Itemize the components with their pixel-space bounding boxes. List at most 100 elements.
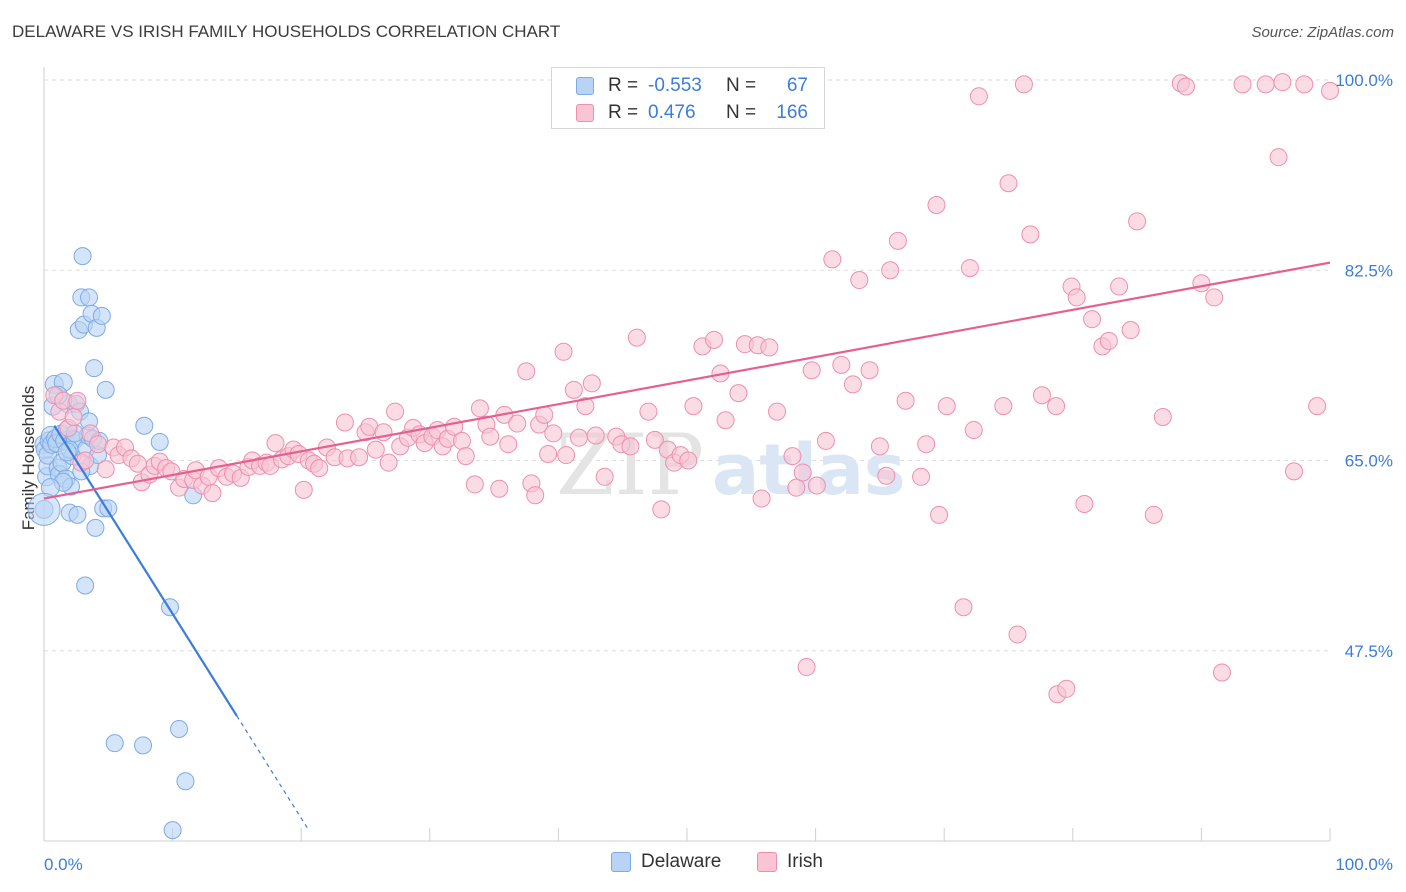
data-point: [1233, 75, 1252, 94]
data-point: [679, 451, 698, 470]
data-point: [595, 467, 614, 486]
data-point: [927, 196, 946, 215]
series-legend-delaware[interactable]: Delaware: [611, 851, 721, 873]
data-point: [499, 435, 518, 454]
data-point: [163, 821, 182, 840]
data-point: [937, 397, 956, 416]
data-point: [716, 411, 735, 430]
data-point: [621, 437, 640, 456]
data-point: [569, 428, 588, 447]
data-point: [456, 447, 475, 466]
legend-r-value-irish: 0.476: [648, 102, 696, 123]
data-point: [1144, 505, 1163, 524]
data-point: [787, 478, 806, 497]
data-point: [870, 437, 889, 456]
trend-line-delaware: [53, 425, 238, 717]
data-point: [386, 402, 405, 421]
series-points-delaware: [34, 247, 203, 840]
data-point: [1192, 274, 1211, 293]
data-point: [80, 288, 99, 307]
series-label-delaware: Delaware: [641, 851, 722, 872]
data-point: [564, 380, 583, 399]
data-point: [1273, 73, 1292, 92]
data-point: [1021, 225, 1040, 244]
data-point: [490, 479, 509, 498]
data-point: [85, 359, 104, 378]
data-point: [960, 259, 979, 278]
data-point: [1284, 462, 1303, 481]
data-point: [1075, 494, 1094, 513]
data-point: [917, 435, 936, 454]
data-point: [465, 475, 484, 494]
legend-n-label: N =: [726, 102, 757, 123]
legend-row-delaware: R = -0.553 N = 67: [576, 72, 808, 100]
series-legend-irish[interactable]: Irish: [757, 851, 823, 873]
legend-n-value-delaware: 67: [786, 75, 808, 96]
data-point: [1308, 397, 1327, 416]
data-point: [807, 476, 826, 495]
data-point: [350, 448, 369, 467]
data-point: [729, 384, 748, 403]
data-point: [366, 440, 385, 459]
data-point: [1121, 321, 1140, 340]
data-point: [76, 576, 95, 595]
y-tick-label: 65.0%: [1345, 452, 1393, 471]
correlation-legend: R = -0.553 N = 67 R = 0.476 N = 166: [551, 67, 825, 129]
data-point: [627, 328, 646, 347]
data-point: [969, 87, 988, 106]
data-point: [150, 433, 169, 452]
data-point: [684, 397, 703, 416]
data-point: [1032, 386, 1051, 405]
data-point: [1083, 310, 1102, 329]
data-point: [481, 427, 500, 446]
data-point: [379, 453, 398, 472]
data-point: [888, 231, 907, 250]
series-label-irish: Irish: [787, 851, 823, 872]
series-legend: Delaware Irish: [0, 851, 1406, 877]
trend-layer: [43, 261, 1331, 829]
data-point: [823, 250, 842, 269]
data-point: [768, 402, 787, 421]
data-point: [1110, 277, 1129, 296]
trend-line-irish: [43, 261, 1331, 500]
data-point: [135, 416, 154, 435]
series-points-irish: [45, 73, 1339, 704]
data-point: [582, 374, 601, 393]
data-point: [92, 306, 111, 325]
points-layer: [27, 73, 1339, 840]
data-point: [266, 434, 285, 453]
data-point: [1153, 408, 1172, 427]
data-point: [68, 391, 87, 410]
series-swatch-delaware: [611, 852, 631, 872]
data-point: [73, 247, 92, 266]
data-point: [881, 261, 900, 280]
data-point: [999, 174, 1018, 193]
data-point: [554, 342, 573, 361]
data-point: [1008, 625, 1027, 644]
data-point: [954, 598, 973, 617]
data-point: [1014, 75, 1033, 94]
y-tick-label: 47.5%: [1345, 642, 1393, 661]
data-point: [557, 446, 576, 465]
data-point: [57, 442, 77, 462]
legend-row-irish: R = 0.476 N = 166: [576, 99, 808, 127]
legend-r-label: R =: [608, 75, 639, 96]
data-point: [576, 397, 595, 416]
data-point: [1176, 77, 1195, 96]
watermark: ZIP atlas: [556, 416, 906, 514]
data-point: [705, 330, 724, 349]
data-point: [752, 489, 771, 508]
data-point: [1057, 679, 1076, 698]
data-point: [912, 467, 931, 486]
data-point: [517, 362, 536, 381]
data-point: [170, 720, 189, 739]
data-point: [526, 486, 545, 505]
data-point: [645, 430, 664, 449]
data-point: [64, 408, 83, 427]
data-point: [1067, 288, 1086, 307]
data-point: [760, 338, 779, 357]
data-point: [294, 480, 313, 499]
legend-swatch-irish: [576, 104, 594, 122]
data-point: [1099, 331, 1118, 350]
